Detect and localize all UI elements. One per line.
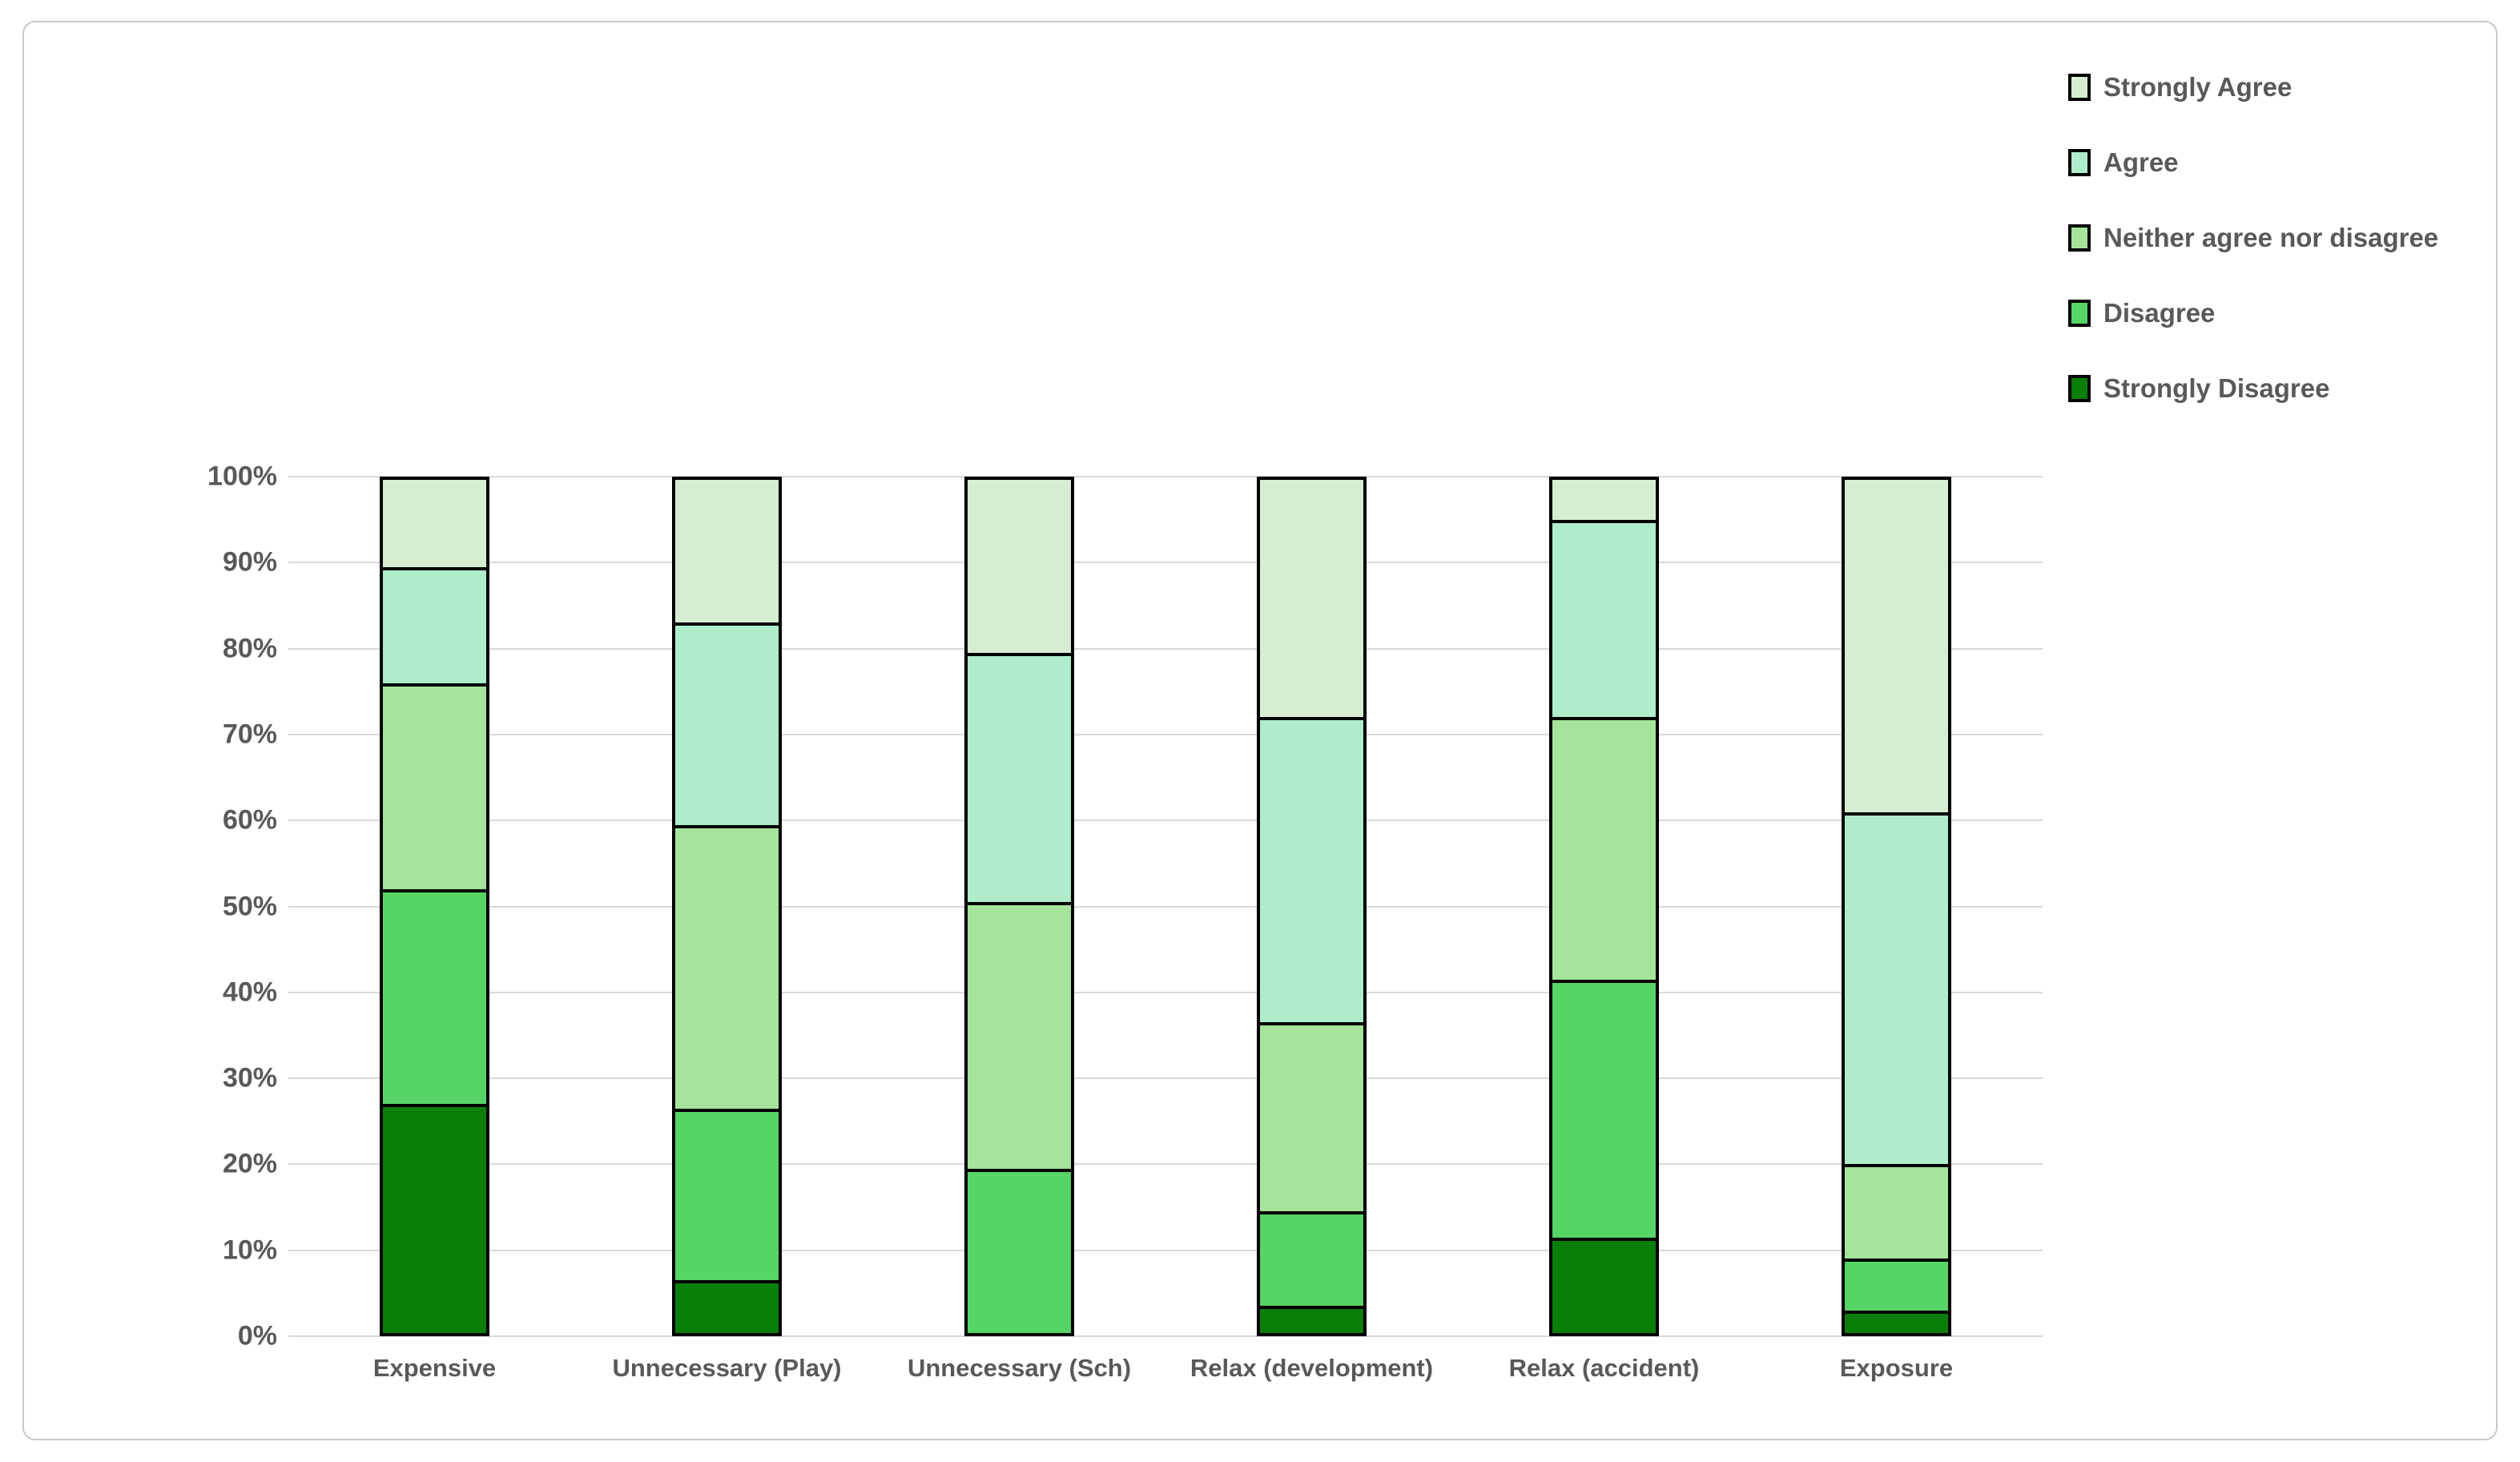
- gridline-40: [288, 991, 2043, 993]
- x-axis-label-relax-development: Relax (development): [1190, 1354, 1434, 1382]
- segment-unnecessary-play-strongly-agree: [672, 477, 782, 623]
- stacked-bar-unnecessary-play: [672, 477, 782, 1336]
- segment-unnecessary-sch-strongly-agree: [964, 477, 1074, 653]
- stacked-bar-relax-accident: [1549, 477, 1659, 1336]
- gridline-0: [288, 1335, 2043, 1337]
- bar-slot-unnecessary-play: [581, 477, 873, 1336]
- chart-frame: 100% 90% 80% 70% 60% 50% 40% 30% 20% 10% 0% Expens…: [22, 21, 2498, 1440]
- y-tick-label-0: 0%: [237, 1320, 277, 1351]
- bars-container: [288, 477, 2043, 1336]
- stacked-bar-relax-development: [1257, 477, 1367, 1336]
- plot-area: [288, 476, 2043, 1337]
- bar-slot-unnecessary-sch: [873, 477, 1165, 1336]
- segment-expensive-neither-agree-nor-disagree: [380, 683, 489, 890]
- segment-relax-accident-strongly-disagree: [1549, 1237, 1659, 1336]
- segment-expensive-strongly-disagree: [380, 1104, 489, 1336]
- segment-exposure-strongly-disagree: [1842, 1310, 1951, 1336]
- segment-unnecessary-sch-neither-agree-nor-disagree: [964, 902, 1074, 1169]
- segment-expensive-disagree: [380, 889, 489, 1105]
- stacked-bar-expensive: [380, 477, 489, 1336]
- segment-unnecessary-sch-agree: [964, 652, 1074, 903]
- segment-exposure-agree: [1842, 812, 1951, 1165]
- y-tick-label-50: 50%: [222, 891, 277, 921]
- legend-item-agree: Agree: [2068, 147, 2438, 178]
- segment-relax-accident-agree: [1549, 519, 1659, 718]
- segment-unnecessary-play-strongly-disagree: [672, 1280, 782, 1336]
- x-axis-label-unnecessary-sch: Unnecessary (Sch): [907, 1354, 1132, 1382]
- legend-item-neither-agree-nor-disagree: Neither agree nor disagree: [2068, 223, 2438, 253]
- y-tick-label-60: 60%: [222, 804, 277, 836]
- y-axis: 100% 90% 80% 70% 60% 50% 40% 30% 20% 10% 0%: [56, 461, 277, 1351]
- segment-relax-development-strongly-agree: [1257, 477, 1367, 718]
- legend-swatch-icon-disagree: [2068, 300, 2091, 327]
- legend-label-strongly-disagree: Strongly Disagree: [2103, 373, 2330, 403]
- x-axis: Expensive Unnecessary (Play) Unnecessary (…: [288, 1354, 2043, 1383]
- legend-item-disagree: Disagree: [2068, 298, 2438, 328]
- gridline-80: [288, 647, 2043, 650]
- y-tick-label-40: 40%: [222, 977, 277, 1008]
- y-tick-label-10: 10%: [222, 1234, 277, 1266]
- legend-label-agree: Agree: [2103, 147, 2179, 177]
- legend-swatch-icon-neither-agree-nor-disagree: [2068, 224, 2091, 252]
- legend-swatch-icon-agree: [2068, 149, 2091, 176]
- legend-swatch-icon-strongly-agree: [2068, 74, 2091, 101]
- segment-relax-development-neither-agree-nor-disagree: [1257, 1022, 1367, 1212]
- gridlines: [288, 476, 2043, 1337]
- legend: Strongly Agree Agree Neither agree nor dis…: [2068, 72, 2438, 404]
- gridline-30: [288, 1077, 2043, 1080]
- segment-relax-accident-strongly-agree: [1549, 477, 1659, 520]
- bar-slot-relax-accident: [1458, 477, 1750, 1336]
- segment-relax-accident-neither-agree-nor-disagree: [1549, 717, 1659, 980]
- y-tick-label-70: 70%: [222, 719, 277, 750]
- legend-label-disagree: Disagree: [2103, 298, 2216, 328]
- x-axis-label-relax-accident: Relax (accident): [1508, 1354, 1700, 1382]
- segment-exposure-neither-agree-nor-disagree: [1842, 1164, 1951, 1259]
- segment-exposure-disagree: [1842, 1259, 1951, 1311]
- y-tick-label-20: 20%: [222, 1148, 277, 1179]
- gridline-60: [288, 820, 2043, 822]
- gridline-90: [288, 562, 2043, 564]
- legend-item-strongly-disagree: Strongly Disagree: [2068, 373, 2438, 404]
- stacked-bar-unnecessary-sch: [964, 477, 1074, 1336]
- stacked-bar-exposure: [1842, 477, 1951, 1336]
- y-tick-label-80: 80%: [222, 633, 277, 664]
- segment-unnecessary-sch-disagree: [964, 1168, 1074, 1336]
- legend-item-strongly-agree: Strongly Agree: [2068, 72, 2438, 103]
- gridline-50: [288, 905, 2043, 908]
- segment-relax-accident-disagree: [1549, 979, 1659, 1238]
- segment-unnecessary-play-agree: [672, 622, 782, 825]
- gridline-100: [288, 476, 2043, 477]
- y-tick-label-90: 90%: [222, 546, 277, 578]
- segment-relax-development-disagree: [1257, 1211, 1367, 1307]
- legend-label-strongly-agree: Strongly Agree: [2103, 72, 2293, 102]
- segment-relax-development-agree: [1257, 717, 1367, 1023]
- x-axis-label-unnecessary-play: Unnecessary (Play): [612, 1354, 842, 1382]
- segment-expensive-agree: [380, 566, 489, 683]
- gridline-10: [288, 1249, 2043, 1251]
- y-tick-label-30: 30%: [222, 1062, 277, 1093]
- segment-unnecessary-play-disagree: [672, 1108, 782, 1281]
- gridline-20: [288, 1163, 2043, 1166]
- segment-unnecessary-play-neither-agree-nor-disagree: [672, 824, 782, 1109]
- legend-swatch-icon-strongly-disagree: [2068, 375, 2091, 402]
- x-axis-label-exposure: Exposure: [1839, 1354, 1954, 1382]
- bar-slot-relax-development: [1165, 477, 1458, 1336]
- bar-slot-expensive: [288, 477, 581, 1336]
- legend-label-neither-agree-nor-disagree: Neither agree nor disagree: [2103, 223, 2439, 252]
- gridline-70: [288, 733, 2043, 735]
- segment-relax-development-strongly-disagree: [1257, 1306, 1367, 1336]
- y-tick-label-100: 100%: [207, 461, 277, 492]
- x-axis-label-expensive: Expensive: [372, 1354, 497, 1382]
- bar-slot-exposure: [1750, 477, 2043, 1336]
- segment-exposure-strongly-agree: [1842, 477, 1951, 812]
- segment-expensive-strongly-agree: [380, 477, 489, 567]
